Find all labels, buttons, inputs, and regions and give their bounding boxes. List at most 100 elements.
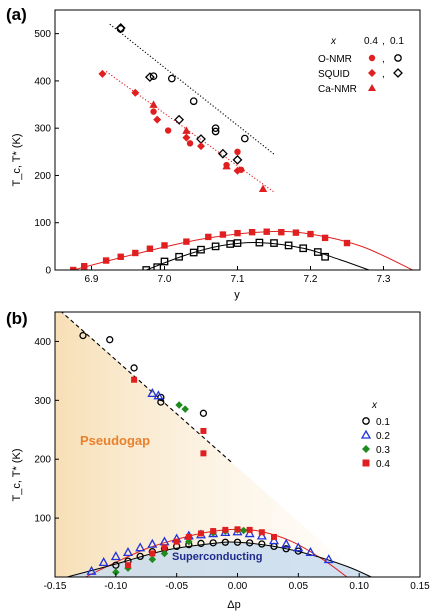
panel-b-point-tc-04-8 xyxy=(234,526,241,533)
panel-a-fit-tstar-fit-01 xyxy=(109,23,275,155)
panel-b-fit-tstar-fit xyxy=(60,312,232,463)
panel-a-ytick-label-5: 500 xyxy=(34,29,51,40)
panel-b-point-tc-01-12 xyxy=(258,540,266,548)
panel-a-point-tc-04-11 xyxy=(248,228,256,236)
panel-b-ticks: -0.15 -0.10 -0.05 0.00 0.05 0.10 0.15 100 200 300… xyxy=(34,337,430,592)
legend-a-row-canmr: Ca-NMR xyxy=(318,84,357,95)
panel-a-point-onmr-04-2 xyxy=(186,140,194,147)
panel-b-xtick-label-2: -0.05 xyxy=(165,581,188,592)
panel-a-point-tc-01-1 xyxy=(153,263,162,270)
legend-a-col-0: 0.4 xyxy=(364,36,378,47)
legend-b-title: x xyxy=(371,400,378,411)
panel-b-ytick-label-0: 100 xyxy=(34,514,51,525)
panel-a-point-onmr-01-1 xyxy=(149,72,158,81)
panel-b-point-tstar-01-0 xyxy=(79,331,87,340)
panel-b-point-tc-04-0 xyxy=(125,562,131,569)
panel-b-xlabel: Δp xyxy=(227,599,240,611)
panel-a-point-squid-04-2 xyxy=(153,115,162,124)
panel-a-point-tc-04-9 xyxy=(219,231,227,238)
panel-b-legend: x 0.1 0.2 0.3 0.4 xyxy=(360,400,390,470)
legend-b-label-02: 0.2 xyxy=(376,431,390,442)
panel-b-point-tc-01-0 xyxy=(112,561,120,569)
panel-b-point-tstar-01-1 xyxy=(106,336,114,344)
panel-a-point-canmr-04-3 xyxy=(258,184,268,193)
panel-a-point-squid-01-1 xyxy=(144,72,155,83)
superconducting-region xyxy=(67,542,372,577)
panel-a-point-onmr-01-4 xyxy=(211,124,220,133)
panel-a-xtick-label-1: 7.0 xyxy=(158,274,172,285)
panel-b-point-tc-02-2 xyxy=(110,551,121,561)
panel-b-point-tc-04-6 xyxy=(210,528,217,535)
panel-b-point-tc-01-11 xyxy=(246,539,254,547)
panel-b-point-tc-02-17 xyxy=(293,542,304,552)
panel-b-point-tc-04-10 xyxy=(258,529,265,536)
panel-b-point-tstar-04-0 xyxy=(131,376,138,383)
pseudogap-region xyxy=(55,312,420,577)
panel-b-point-tstar-04-1 xyxy=(200,427,207,434)
panel-a-point-tc-01-11 xyxy=(284,241,293,250)
superconducting-label: Superconducting xyxy=(172,551,262,563)
panel-a-xtick-label-3: 7.2 xyxy=(304,274,318,285)
panel-a-point-tc-04-13 xyxy=(278,228,285,236)
panel-b-point-tc-04-11 xyxy=(271,533,277,540)
panel-a-point-tc-01-7 xyxy=(226,240,235,248)
panel-b-point-tstar-03-0 xyxy=(175,401,183,409)
panel-a-point-tc-04-6 xyxy=(161,242,168,249)
panel-b-point-tc-02-14 xyxy=(256,530,267,540)
panel-a-point-tc-04-17 xyxy=(343,239,351,247)
panel-a-point-tc-01-14 xyxy=(321,252,329,261)
panel-b-point-tc-02-3 xyxy=(122,547,134,557)
panel-a-point-canmr-04-0 xyxy=(149,100,158,108)
panel-b-point-tstar-02-1 xyxy=(153,390,164,400)
panel-b-point-tstar-01-3 xyxy=(157,393,165,402)
panel-b-point-tc-02-5 xyxy=(147,538,158,548)
panel-a-point-tc-04-2 xyxy=(102,257,110,264)
panel-b-point-tc-04-1 xyxy=(149,550,156,557)
panel-b-fit-dome-fit-black xyxy=(67,541,372,577)
legend-a-separator-squid: , xyxy=(382,69,385,80)
panel-a: (a) T_c, T* (K) y 6.9 7.0 7.1 7.2 7.3 0 100 200… xyxy=(6,5,421,301)
legend-a-squid-04-marker xyxy=(368,69,376,77)
panel-a-point-tc-04-10 xyxy=(234,229,241,237)
panel-a-point-tc-01-13 xyxy=(313,248,322,256)
panel-a-point-squid-04-1 xyxy=(131,88,140,97)
panel-b-point-tc-03-8 xyxy=(239,526,248,535)
panel-b-point-tc-04-9 xyxy=(246,526,253,533)
legend-b-label-04: 0.4 xyxy=(376,459,390,470)
panel-b-point-tc-01-10 xyxy=(233,538,242,546)
panel-b-xtick-label-4: 0.05 xyxy=(289,581,309,592)
legend-b-label-03: 0.3 xyxy=(376,445,390,456)
panel-a-point-onmr-04-4 xyxy=(234,148,241,156)
panel-a-point-tc-01-12 xyxy=(299,244,308,253)
legend-a-col-1: 0.1 xyxy=(390,36,404,47)
panel-a-point-squid-04-3 xyxy=(182,133,191,142)
panel-a-point-squid-01-5 xyxy=(232,154,243,165)
panel-a-data-markers xyxy=(70,23,351,270)
panel-a-point-canmr-04-1 xyxy=(182,126,191,134)
panel-b-point-tc-02-13 xyxy=(244,528,255,538)
legend-a-separator: , xyxy=(382,36,385,47)
panel-b-point-tc-01-14 xyxy=(282,545,290,553)
panel-a-point-tc-01-2 xyxy=(160,257,169,266)
panel-b-xtick-label-0: -0.15 xyxy=(44,581,67,592)
panel-b-point-tc-01-9 xyxy=(221,538,229,546)
legend-b-marker-03 xyxy=(362,445,370,453)
panel-a-point-squid-01-0 xyxy=(115,23,126,33)
panel-a-fit-dome-fit-01 xyxy=(146,241,370,270)
panel-b-data-markers xyxy=(79,331,334,577)
panel-b-point-tc-03-2 xyxy=(148,555,157,564)
panel-a-point-tc-04-5 xyxy=(146,245,154,252)
panel-a-point-squid-01-3 xyxy=(196,134,206,144)
panel-b-point-tc-04-3 xyxy=(173,538,180,545)
panel-b-point-tc-02-19 xyxy=(323,554,334,564)
panel-b-point-tc-02-4 xyxy=(135,542,146,552)
panel-b-point-tc-02-1 xyxy=(98,557,109,567)
panel-a-point-onmr-01-5 xyxy=(211,127,220,136)
panel-a-fit-tstar-fit-04 xyxy=(105,71,275,193)
panel-b-xtick-label-3: 0.00 xyxy=(228,581,248,592)
panel-a-xlabel: y xyxy=(234,289,240,301)
panel-a-point-tc-01-4 xyxy=(189,248,198,257)
panel-a-xtick-label-4: 7.3 xyxy=(377,274,391,285)
panel-a-ytick-label-2: 200 xyxy=(34,171,51,182)
panel-b-regions xyxy=(55,312,420,577)
